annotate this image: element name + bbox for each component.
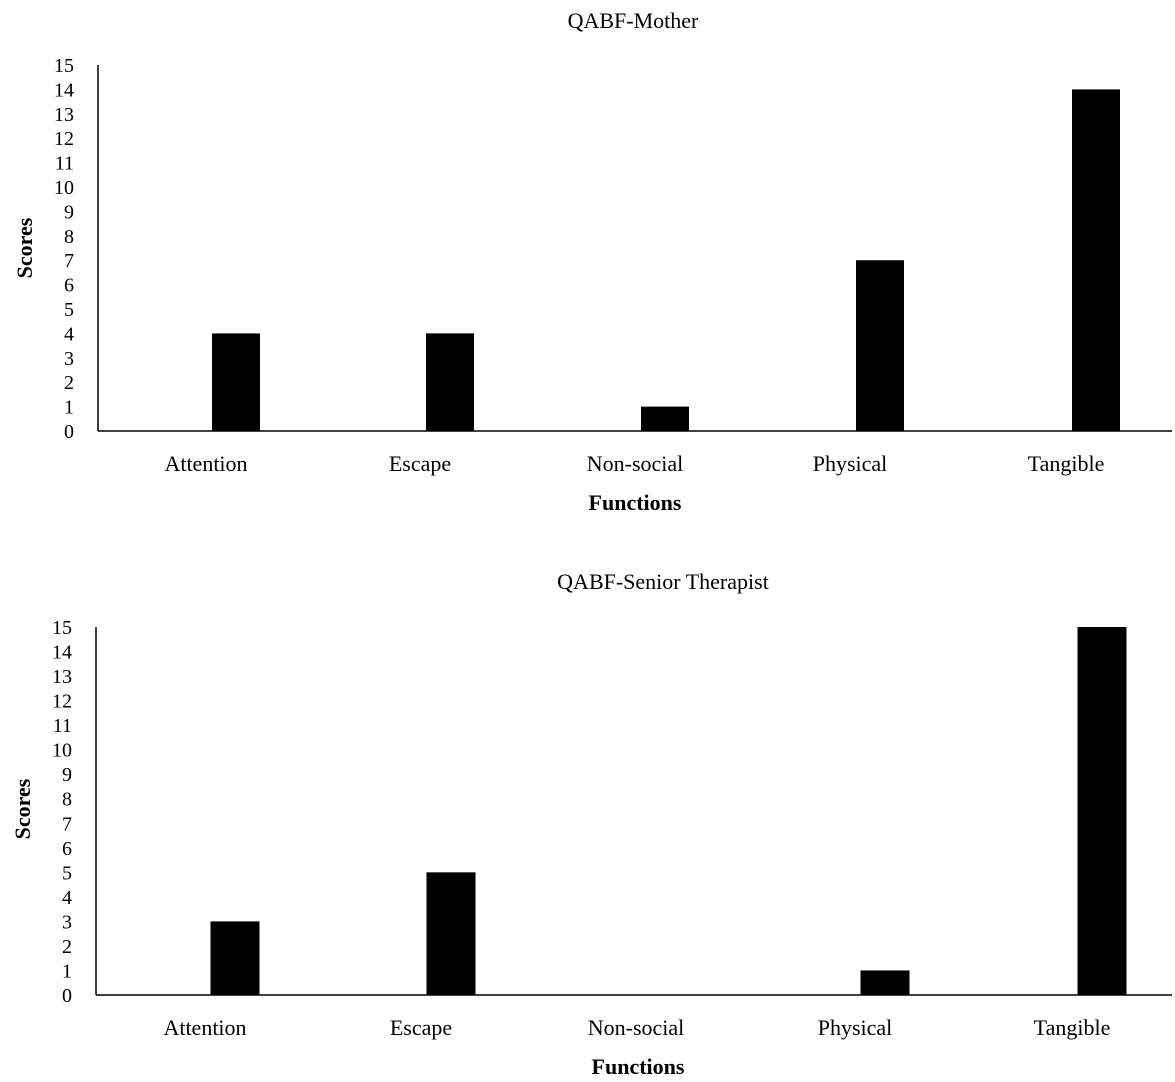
y-tick-label: 6 <box>62 838 72 860</box>
x-tick-label: Escape <box>389 451 451 476</box>
y-tick-label: 14 <box>52 642 72 664</box>
y-tick-label: 11 <box>55 153 74 175</box>
chart-title: QABF-Senior Therapist <box>557 569 769 594</box>
y-tick-label: 10 <box>54 177 74 199</box>
x-tick-labels: Attention Escape Non-social Physical Tangibl… <box>164 451 1104 476</box>
x-tick-label: Non-social <box>588 1015 685 1040</box>
bar-tangible <box>1077 627 1127 995</box>
x-tick-label: Escape <box>390 1015 452 1040</box>
y-tick-label: 10 <box>52 740 72 762</box>
y-tick-label: 3 <box>62 911 72 933</box>
x-tick-label: Tangible <box>1028 451 1105 476</box>
bar-escape <box>426 872 476 995</box>
chart-qabf-senior-therapist: QABF-Senior Therapist Scores Functions 0… <box>10 569 1172 1079</box>
y-tick-label: 7 <box>62 813 72 835</box>
x-tick-label: Attention <box>164 451 247 476</box>
y-tick-label: 3 <box>64 348 74 370</box>
y-tick-label: 11 <box>53 715 72 737</box>
y-tick-label: 0 <box>62 985 72 1007</box>
y-tick-label: 9 <box>62 764 72 786</box>
y-tick-label: 1 <box>64 397 74 419</box>
y-tick-label: 7 <box>64 250 74 272</box>
y-tick-label: 8 <box>64 226 74 248</box>
y-tick-label: 6 <box>64 275 74 297</box>
y-tick-label: 8 <box>62 789 72 811</box>
y-tick-label: 13 <box>52 666 72 688</box>
y-tick-label: 4 <box>64 323 74 345</box>
x-tick-label: Physical <box>818 1015 893 1040</box>
y-tick-label: 2 <box>62 936 72 958</box>
x-tick-label: Physical <box>813 451 888 476</box>
y-tick-label: 4 <box>62 887 72 909</box>
x-tick-label: Attention <box>163 1015 246 1040</box>
y-axis-label: Scores <box>10 778 35 839</box>
y-tick-label: 1 <box>62 960 72 982</box>
bar-non-social <box>641 406 689 431</box>
bar-physical <box>856 260 904 431</box>
bar-physical <box>860 970 910 995</box>
y-tick-label: 0 <box>64 421 74 443</box>
y-axis-label: Scores <box>12 217 37 278</box>
bars <box>212 89 1120 432</box>
x-tick-label: Tangible <box>1034 1015 1111 1040</box>
bar-attention <box>210 921 260 995</box>
y-tick-label: 12 <box>52 691 72 713</box>
chart-title: QABF-Mother <box>568 8 699 33</box>
x-axis-label: Functions <box>589 490 682 515</box>
y-tick-label: 13 <box>54 104 74 126</box>
bar-escape <box>426 333 474 431</box>
chart-qabf-mother: QABF-Mother Scores Functions 01234567891… <box>12 8 1172 515</box>
y-tick-label: 2 <box>64 372 74 394</box>
y-tick-label: 5 <box>62 862 72 884</box>
x-tick-labels: Attention Escape Non-social Physical Tangibl… <box>163 1015 1110 1040</box>
y-tick-label: 15 <box>52 617 72 639</box>
bars <box>210 627 1127 995</box>
bar-attention <box>212 333 260 431</box>
x-axis-label: Functions <box>592 1054 685 1079</box>
y-tick-label: 9 <box>64 201 74 223</box>
y-tick-label: 15 <box>54 55 74 77</box>
y-tick-label: 12 <box>54 128 74 150</box>
x-tick-label: Non-social <box>587 451 684 476</box>
bar-tangible <box>1072 89 1120 432</box>
y-tick-label: 5 <box>64 299 74 321</box>
y-tick-label: 14 <box>54 79 74 101</box>
